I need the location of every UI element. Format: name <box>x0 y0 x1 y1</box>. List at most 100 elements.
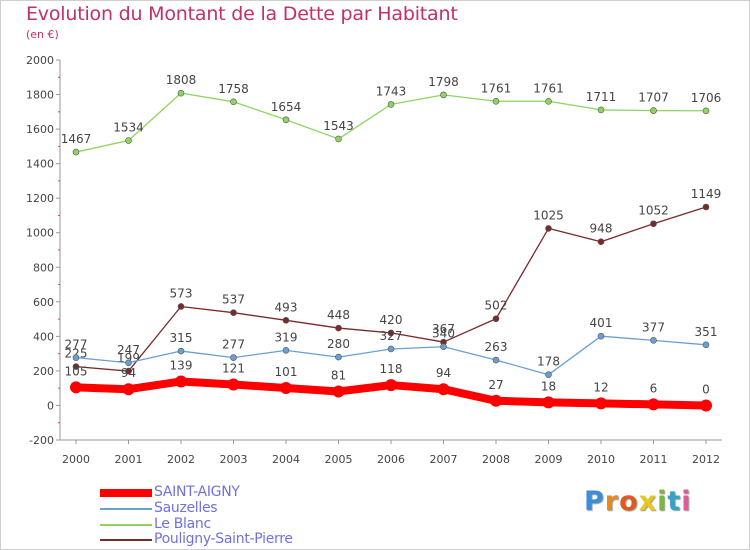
data-label: 1052 <box>638 204 669 218</box>
data-point <box>492 356 500 364</box>
data-point <box>702 341 710 349</box>
data-label: 315 <box>170 331 193 345</box>
logo-letter: o <box>619 486 639 517</box>
data-point <box>230 98 237 106</box>
data-point <box>545 371 552 379</box>
data-point <box>125 359 132 367</box>
data-point <box>542 396 555 409</box>
data-label: 1758 <box>218 82 249 96</box>
data-point <box>177 89 185 97</box>
data-label: 948 <box>590 222 613 236</box>
data-point <box>702 107 710 115</box>
logo-letter: i <box>657 486 668 517</box>
x-tick-label: 2008 <box>482 453 510 466</box>
chart-title: Evolution du Montant de la Dette par Hab… <box>26 3 458 25</box>
data-label: 327 <box>380 329 403 343</box>
x-tick-label: 2002 <box>167 453 195 466</box>
data-point <box>492 315 500 323</box>
data-label: 1467 <box>61 132 92 146</box>
data-label: 121 <box>222 362 245 376</box>
data-label: 277 <box>65 338 88 352</box>
data-label: 105 <box>65 364 88 378</box>
data-label: 178 <box>537 355 560 369</box>
x-tick-label: 2007 <box>430 453 458 466</box>
data-label: 1149 <box>691 187 722 201</box>
data-point <box>650 107 657 114</box>
data-point <box>650 220 657 228</box>
legend-swatch <box>100 489 152 497</box>
data-label: 94 <box>436 366 451 380</box>
data-label: 573 <box>170 286 193 300</box>
data-label: 0 <box>702 382 710 396</box>
data-label: 263 <box>485 340 508 354</box>
data-point <box>437 383 450 396</box>
data-label: 27 <box>488 378 503 392</box>
data-label: 280 <box>327 337 350 351</box>
logo-letter: r <box>604 486 620 517</box>
data-label: 1706 <box>691 91 722 105</box>
data-point <box>700 399 712 412</box>
data-point <box>230 309 237 317</box>
logo-letter: P <box>584 486 605 517</box>
data-point <box>595 397 607 410</box>
data-point <box>385 379 397 392</box>
legend-swatch <box>100 508 152 510</box>
data-point <box>72 354 80 361</box>
data-point <box>492 97 500 105</box>
data-point <box>70 381 82 394</box>
chart-subtitle: (en €) <box>26 28 59 41</box>
data-label: 367 <box>432 322 455 336</box>
data-label: 1711 <box>586 90 617 104</box>
data-label: 1808 <box>166 73 197 87</box>
data-point <box>177 303 185 310</box>
data-point <box>387 345 395 353</box>
data-point <box>175 375 187 388</box>
data-label: 1798 <box>428 75 459 89</box>
data-label: 351 <box>695 325 718 339</box>
x-tick-label: 2001 <box>115 453 143 466</box>
data-point <box>72 148 80 156</box>
legend-swatch <box>100 524 152 526</box>
data-label: 493 <box>275 300 298 314</box>
logo-letter: t <box>667 486 682 517</box>
data-label: 401 <box>590 316 613 330</box>
x-tick-label: 2004 <box>272 453 300 466</box>
legend-label: Sauzelles <box>154 500 218 516</box>
data-label: 225 <box>65 347 88 361</box>
data-point <box>387 329 395 337</box>
y-tick-label: 200 <box>33 365 54 378</box>
data-label: 139 <box>170 358 193 372</box>
data-point <box>440 343 447 351</box>
data-point <box>490 394 502 407</box>
proxiti-logo: Proxiti <box>584 486 692 517</box>
data-label: 12 <box>593 380 608 394</box>
y-tick-label: 800 <box>33 261 54 274</box>
data-point <box>125 137 132 144</box>
data-label: 6 <box>650 381 658 395</box>
data-label: 118 <box>380 362 403 376</box>
data-label: 1707 <box>638 91 669 105</box>
data-point <box>702 203 710 211</box>
data-point <box>227 378 240 391</box>
legend-label: Le Blanc <box>154 516 211 532</box>
data-label: 1761 <box>533 81 564 95</box>
data-point <box>177 347 185 355</box>
y-tick-label: -200 <box>29 434 54 447</box>
data-point <box>387 101 395 108</box>
data-label: 81 <box>331 368 346 382</box>
x-tick-label: 2005 <box>325 453 353 466</box>
data-point <box>282 116 290 124</box>
data-label: 319 <box>275 330 298 344</box>
x-tick-label: 2010 <box>587 453 615 466</box>
y-tick-label: 0 <box>47 399 54 412</box>
data-point <box>125 367 132 375</box>
data-point <box>597 106 605 114</box>
data-point <box>230 354 237 361</box>
y-tick-label: 1200 <box>26 192 54 205</box>
y-tick-label: 400 <box>33 330 54 343</box>
legend-label: Pouligny-Saint-Pierre <box>154 531 293 547</box>
data-point <box>545 225 552 232</box>
data-label: 247 <box>117 343 140 357</box>
y-tick-label: 1600 <box>26 123 54 136</box>
logo-letter: i <box>681 486 692 517</box>
